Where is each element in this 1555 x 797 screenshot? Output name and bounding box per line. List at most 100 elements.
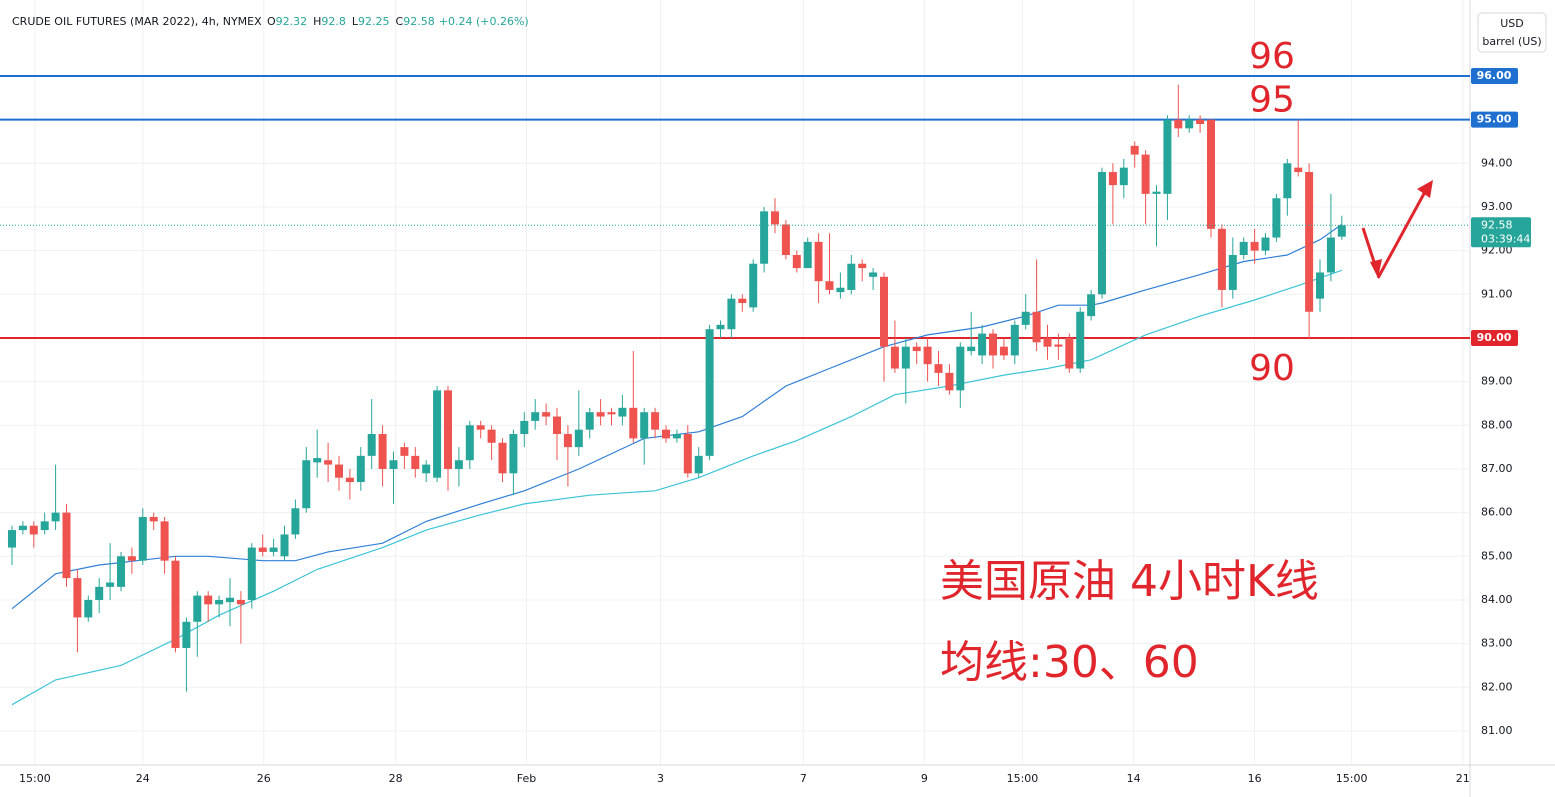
- y-tick-label: 91.00: [1481, 287, 1513, 300]
- candle-body: [585, 412, 594, 430]
- y-tick-label: 82.00: [1481, 680, 1513, 693]
- candle-body: [193, 595, 202, 622]
- note: 均线:30、60: [940, 637, 1199, 688]
- candle-body: [1141, 154, 1150, 194]
- x-tick-label: 9: [921, 772, 928, 785]
- candle-body: [116, 556, 125, 587]
- x-tick-label: 21: [1456, 772, 1470, 785]
- candle-body: [1196, 119, 1205, 125]
- candle-body: [672, 434, 681, 439]
- candle-body: [1087, 294, 1096, 317]
- candle-body: [29, 525, 38, 535]
- ohlc-label: O: [267, 15, 276, 28]
- level-badge: [1471, 111, 1518, 128]
- candle-body: [215, 599, 224, 605]
- candle-body: [280, 534, 289, 557]
- candle-body: [62, 512, 71, 579]
- annotation: 95: [1249, 80, 1295, 121]
- candle-body: [84, 599, 93, 618]
- note: 美国原油 4小时K线: [940, 556, 1319, 607]
- candle-body: [1326, 237, 1335, 273]
- candle-body: [771, 211, 780, 225]
- candle-body: [1098, 172, 1107, 295]
- candle-body: [531, 412, 540, 421]
- candle-body: [901, 346, 910, 369]
- x-tick-label: 14: [1127, 772, 1141, 785]
- candle-body: [760, 211, 769, 264]
- candle-body: [574, 429, 583, 448]
- x-tick-label: 7: [800, 772, 807, 785]
- candle-body: [356, 455, 365, 483]
- moving-average: [11, 269, 1342, 706]
- candle-body: [1119, 167, 1128, 186]
- candle-body: [1261, 237, 1270, 251]
- candle-body: [880, 276, 889, 347]
- y-tick-label: 86.00: [1481, 506, 1513, 519]
- candle-body: [302, 460, 311, 509]
- y-tick-label: 83.00: [1481, 637, 1513, 650]
- x-tick-label: 15:00: [1336, 772, 1368, 785]
- candle-body: [269, 547, 278, 552]
- arrow-head: [1417, 180, 1433, 198]
- candle-body: [956, 346, 965, 391]
- candle-body: [171, 560, 180, 648]
- arrow: [1376, 189, 1428, 279]
- x-tick-label: 15:00: [1007, 772, 1039, 785]
- candle-body: [967, 346, 976, 352]
- candle-body: [204, 595, 213, 605]
- candle-body: [400, 447, 409, 456]
- y-tick-label: 89.00: [1481, 375, 1513, 388]
- candle-body: [18, 525, 27, 531]
- candle-body: [923, 346, 932, 365]
- y-tick-label: 85.00: [1481, 549, 1513, 562]
- candle-body: [138, 516, 147, 561]
- y-tick-label: 84.00: [1481, 593, 1513, 606]
- candle-body: [1076, 311, 1085, 369]
- candle-body: [1174, 119, 1183, 129]
- candle-body: [7, 530, 16, 548]
- y-tick-label: 87.00: [1481, 462, 1513, 475]
- candle-body: [749, 263, 758, 308]
- candle-body: [869, 272, 878, 277]
- candle-body: [345, 477, 354, 483]
- level-label: 96.00: [1477, 69, 1512, 82]
- x-tick-label: 16: [1248, 772, 1262, 785]
- x-tick-label: 3: [657, 772, 664, 785]
- candle-body: [324, 460, 333, 465]
- candle-body: [651, 412, 660, 430]
- candle-body: [1337, 225, 1346, 237]
- candle-body: [367, 434, 376, 456]
- candle-body: [1065, 337, 1074, 369]
- level-label: 95.00: [1477, 113, 1512, 126]
- level-badge: [1471, 329, 1518, 346]
- candle-body: [1185, 119, 1194, 129]
- candle-body: [912, 346, 921, 352]
- candle-body: [291, 508, 300, 535]
- moving-average: [11, 223, 1343, 610]
- candle-body: [727, 298, 736, 330]
- candle-body: [1217, 228, 1226, 290]
- candle-body: [1163, 119, 1172, 194]
- candle-body: [106, 582, 115, 587]
- currency-box[interactable]: [1477, 12, 1547, 53]
- last-price-label: 92.58: [1481, 218, 1513, 231]
- candle-body: [1239, 241, 1248, 255]
- candle-body: [1010, 324, 1019, 356]
- candle-body: [498, 442, 507, 474]
- candle-body: [890, 346, 899, 369]
- y-tick-label: 94.00: [1481, 156, 1513, 169]
- ohlc-value: 92.25: [358, 15, 390, 28]
- y-tick-label: 88.00: [1481, 418, 1513, 431]
- candle-body: [1130, 145, 1139, 155]
- candle-body: [389, 460, 398, 469]
- candle-body: [683, 434, 692, 474]
- candle-body: [40, 521, 49, 531]
- annotation: 90: [1249, 348, 1295, 389]
- level-badge: [1471, 67, 1518, 84]
- ohlc-label: L: [352, 15, 359, 28]
- candle-body: [934, 364, 943, 373]
- candle-body: [694, 455, 703, 474]
- overlay: [1361, 180, 1433, 279]
- candle-body: [411, 455, 420, 469]
